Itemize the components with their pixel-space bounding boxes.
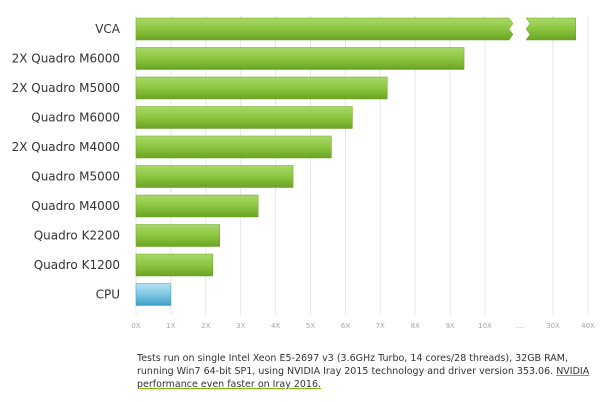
x-tick-label: 6X — [341, 322, 350, 330]
bar — [135, 224, 221, 247]
bar — [135, 253, 214, 277]
bar — [135, 47, 465, 70]
x-tick-label: .... — [515, 322, 524, 330]
category-label: Quadro K1200 — [34, 258, 120, 272]
category-label: Quadro M5000 — [31, 170, 120, 184]
category-labels: VCA 2X Quadro M6000 2X Quadro M5000 Quadro … — [12, 22, 121, 302]
category-label: 2X Quadro M4000 — [12, 140, 120, 154]
category-label: 2X Quadro M6000 — [12, 52, 120, 66]
bar — [135, 194, 259, 218]
x-tick-label: 30X — [546, 322, 560, 330]
footnote-link[interactable]: NVIDIA performance even faster on Iray 2… — [137, 366, 590, 390]
bar-segment-left — [135, 17, 514, 41]
x-tick-label: 8X — [411, 322, 420, 330]
x-tick-label: 10X — [478, 322, 492, 330]
x-tick-label: 4X — [271, 322, 280, 330]
bars — [135, 17, 576, 306]
x-tick-label: 40X — [581, 322, 595, 330]
category-label: CPU — [96, 288, 120, 302]
x-tick-label: 1X — [166, 322, 175, 330]
bar — [135, 76, 388, 100]
bar — [135, 106, 353, 129]
category-label: VCA — [95, 22, 121, 36]
x-tick-label: 0X — [131, 322, 140, 330]
category-label: Quadro K2200 — [34, 229, 120, 243]
bar — [135, 283, 172, 306]
footnote-text: Tests run on single Intel Xeon E5-2697 v… — [137, 353, 569, 377]
category-label: Quadro M4000 — [31, 199, 120, 213]
x-tick-label: 9X — [445, 322, 454, 330]
x-tick-label: 2X — [201, 322, 210, 330]
bar — [135, 165, 294, 188]
x-tick-label: 7X — [376, 322, 385, 330]
bar-chart: VCA 2X Quadro M6000 2X Quadro M5000 Quadro … — [12, 16, 595, 330]
x-tick-label: 3X — [236, 322, 245, 330]
category-label: 2X Quadro M5000 — [12, 81, 120, 95]
x-axis-ticks: 0X 1X 2X 3X 4X 5X 6X 7X 8X 9X 10X.... 30X 40X — [131, 322, 595, 330]
bar — [135, 135, 332, 159]
x-tick-label: 5X — [306, 322, 315, 330]
bar-segment-right — [525, 17, 576, 41]
category-label: Quadro M6000 — [31, 111, 120, 125]
footnote: Tests run on single Intel Xeon E5-2697 v… — [137, 352, 607, 391]
